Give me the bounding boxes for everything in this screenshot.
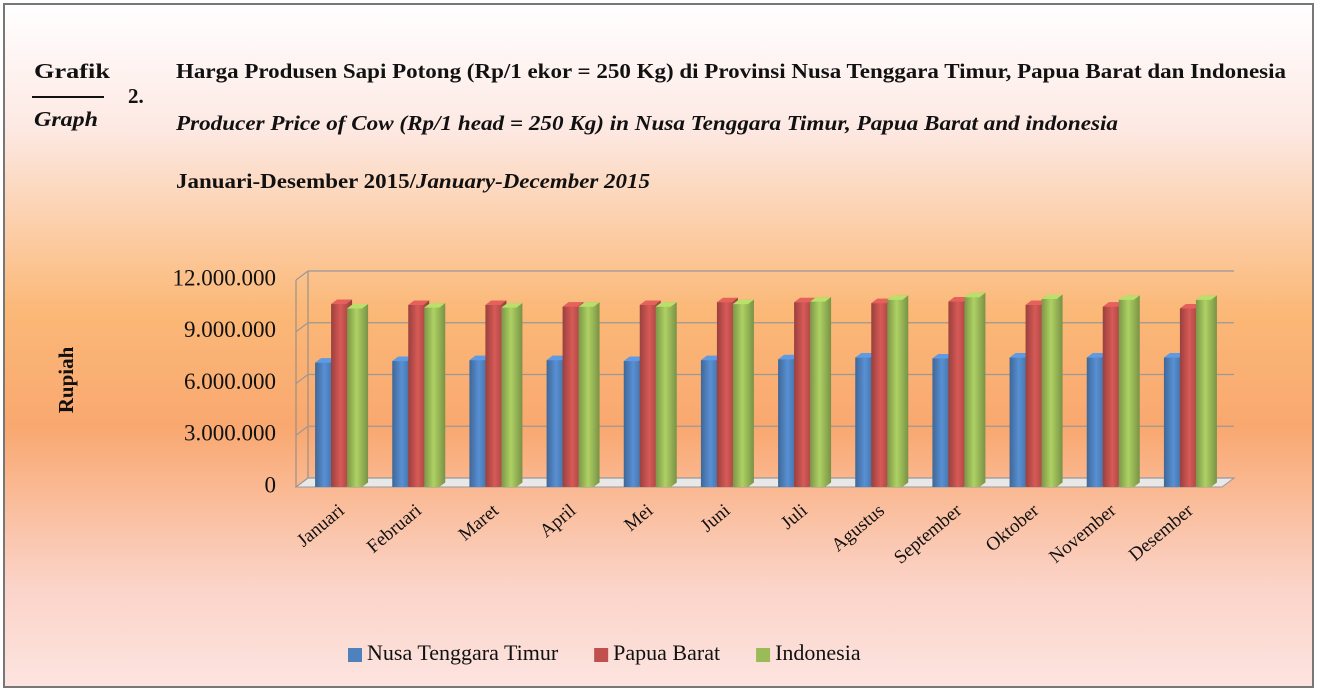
bar-top [639, 300, 661, 306]
bar [546, 355, 568, 487]
legend-label: Indonesia [775, 640, 861, 665]
bar [639, 300, 661, 487]
bar-top [578, 302, 600, 307]
bar-top [408, 300, 430, 306]
bar-top [1041, 294, 1063, 299]
bar [1086, 353, 1108, 487]
bar-top [716, 297, 738, 303]
bar [1102, 302, 1124, 487]
bar [485, 300, 507, 487]
period-en: January-December 2015 [415, 169, 650, 193]
bar-top [1118, 295, 1140, 300]
bar [408, 300, 430, 487]
title: Harga Produsen Sapi Potong (Rp/1 ekor = … [176, 59, 1287, 83]
bar [315, 358, 337, 487]
bar-top [623, 356, 645, 362]
bar [347, 303, 369, 487]
bar-top [1163, 353, 1185, 358]
bar [716, 297, 738, 487]
subtitle: Producer Price of Cow (Rp/1 head = 250 K… [175, 111, 1118, 135]
grid-line [295, 270, 1234, 281]
bar [578, 302, 600, 487]
bar-top [700, 355, 722, 361]
period-id: Januari-Desember 2015/ [176, 169, 417, 193]
bar [1179, 303, 1201, 487]
bar [623, 356, 645, 487]
bar [964, 292, 986, 487]
legend-swatch [756, 648, 771, 662]
bar [1009, 353, 1031, 487]
bar [392, 356, 414, 487]
bar-top [932, 353, 954, 359]
legend-swatch [594, 648, 609, 662]
bar-top [392, 356, 414, 362]
bar [424, 303, 446, 487]
y-tick-label: 9.000.000 [184, 317, 276, 342]
bar [1163, 353, 1185, 487]
bar-top [871, 298, 893, 304]
y-tick-label: 6.000.000 [184, 369, 276, 394]
bar-top [887, 295, 909, 300]
bar-top [855, 353, 877, 358]
y-tick-label: 12.000.000 [173, 265, 277, 290]
bar-top [562, 302, 584, 307]
y-tick-label: 0 [265, 472, 277, 497]
bar [562, 302, 584, 487]
grid-line [295, 477, 1234, 488]
bar [331, 299, 353, 487]
y-axis-label: Rupiah [54, 346, 78, 413]
grid-line [295, 322, 1234, 333]
bar-top [331, 299, 353, 305]
legend-swatch [348, 648, 362, 662]
number: 2. [128, 84, 144, 108]
bar-top [1086, 353, 1108, 358]
bar [700, 355, 722, 487]
bar-top [948, 297, 970, 302]
bar [1025, 300, 1047, 487]
bar-top [1195, 295, 1217, 300]
bar [1041, 294, 1063, 487]
bar-top [794, 297, 816, 303]
bar-top [964, 292, 986, 298]
bar [501, 303, 523, 487]
bar [778, 354, 800, 487]
bar [732, 299, 754, 487]
bar-top [485, 300, 507, 306]
bar-top [1009, 353, 1031, 358]
bar-top [424, 303, 446, 308]
bar [469, 355, 491, 487]
bar-top [546, 355, 568, 361]
bar-top [347, 303, 369, 309]
bar [887, 295, 909, 487]
grid-line [295, 373, 1234, 384]
legend-label: Papua Barat [613, 640, 720, 665]
period: Januari-Desember 2015/January-December 2… [176, 169, 650, 193]
bar [855, 353, 877, 487]
grid-line [295, 425, 1234, 436]
bar-top [732, 299, 754, 305]
label-left-top: Grafik [34, 59, 110, 83]
bar-top [778, 354, 800, 360]
bar [1118, 295, 1140, 487]
bar [932, 353, 954, 487]
bar-top [469, 355, 491, 361]
bar [948, 297, 970, 487]
bar [655, 302, 677, 487]
bar-top [1025, 300, 1047, 306]
y-tick-label: 3.000.000 [184, 421, 276, 446]
bar-top [1102, 302, 1124, 307]
bar-top [1179, 303, 1201, 309]
bar-top [810, 297, 832, 302]
legend-label: Nusa Tenggara Timur [367, 640, 559, 665]
bar [810, 297, 832, 487]
bar [794, 297, 816, 487]
bar [1195, 295, 1217, 487]
bar-top [655, 302, 677, 307]
bar-top [315, 358, 337, 363]
label-left-bottom: Graph [34, 107, 98, 131]
bar [871, 298, 893, 487]
bar-top [501, 303, 523, 308]
